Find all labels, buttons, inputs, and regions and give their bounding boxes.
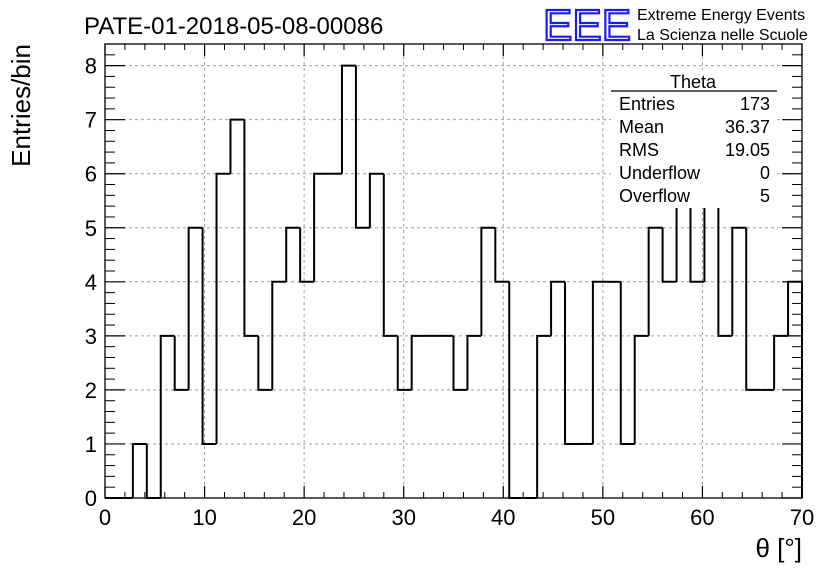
histogram-bin	[396, 335, 412, 391]
histogram-bin	[731, 226, 747, 336]
histogram-bin	[647, 226, 663, 336]
x-tick-label: 40	[491, 505, 515, 530]
histogram-bin	[229, 118, 245, 174]
y-axis-label: Entries/bin	[6, 44, 36, 167]
histogram-bin	[773, 334, 789, 390]
x-tick-label: 70	[790, 505, 814, 530]
histogram-bin	[745, 227, 761, 391]
histogram-bin	[494, 227, 510, 283]
histogram-bin	[187, 226, 203, 390]
histogram-bin	[299, 227, 315, 283]
histogram-bin	[717, 173, 733, 337]
histogram-bin	[271, 280, 287, 390]
histogram-bin	[354, 65, 370, 229]
stats-row-value: 0	[760, 163, 770, 183]
y-tick-label: 2	[85, 378, 97, 403]
y-tick-label: 8	[85, 54, 97, 79]
histogram-bin	[536, 334, 552, 498]
histogram-bin	[215, 172, 231, 444]
x-tick-label: 60	[690, 505, 714, 530]
stats-row-label: RMS	[619, 140, 659, 160]
histogram-bin	[466, 334, 482, 390]
x-tick-label: 30	[391, 505, 415, 530]
histogram-bin	[340, 64, 356, 174]
stats-row-label: Entries	[619, 94, 675, 114]
histogram-bin	[257, 335, 273, 391]
x-tick-label: 0	[99, 505, 111, 530]
histogram-bin	[173, 335, 189, 391]
stats-row-value: 36.37	[725, 117, 770, 137]
stats-row-label: Mean	[619, 117, 664, 137]
histogram-bin	[368, 172, 384, 228]
y-tick-label: 4	[85, 270, 97, 295]
stats-box-background	[611, 70, 777, 208]
stats-box: Theta Entries 173 Mean 36.37 RMS 19.05 Underfl…	[611, 70, 777, 208]
stats-row-label: Overflow	[619, 186, 691, 206]
y-tick-label: 0	[85, 486, 97, 511]
histogram-bin	[633, 334, 649, 444]
stats-row-value: 19.05	[725, 140, 770, 160]
y-tick-label: 7	[85, 108, 97, 133]
histogram-bin	[131, 442, 147, 498]
logo-line-2: La Scienza nelle Scuole	[637, 27, 808, 44]
histogram-bin	[619, 281, 635, 445]
logo-mark: EEE	[543, 1, 631, 50]
histogram-bin	[480, 226, 496, 336]
histogram-bin	[410, 334, 426, 390]
x-tick-label: 10	[192, 505, 216, 530]
histogram-bin	[243, 119, 259, 337]
histogram-bin	[564, 281, 579, 445]
histogram-bin	[159, 334, 175, 498]
stats-row-label: Underflow	[619, 163, 701, 183]
stats-row-value: 173	[740, 94, 770, 114]
x-axis-label: θ [°]	[755, 533, 802, 563]
logo-line-1: Extreme Energy Events	[637, 7, 805, 24]
x-tick-label: 20	[292, 505, 316, 530]
histogram-bin	[145, 443, 161, 499]
histogram-bin	[591, 280, 607, 444]
x-tick-label: 50	[591, 505, 615, 530]
y-tick-label: 6	[85, 162, 97, 187]
y-tick-label: 3	[85, 324, 97, 349]
stats-box-title: Theta	[670, 72, 717, 92]
stats-box-rows: Entries 173 Mean 36.37 RMS 19.05 Underflow 0 Ove…	[619, 94, 770, 206]
y-tick-label: 1	[85, 432, 97, 457]
histogram-bin	[661, 227, 677, 283]
histogram-bin	[452, 335, 468, 391]
histogram-bin	[382, 173, 398, 337]
chart-title: PATE-01-2018-05-08-00086	[84, 13, 383, 40]
y-tick-label: 5	[85, 216, 97, 241]
histogram-bin	[550, 280, 566, 336]
histogram-bin	[285, 226, 301, 282]
histogram-bin	[201, 227, 217, 445]
stats-row-value: 5	[760, 186, 770, 206]
histogram-bin	[313, 172, 329, 282]
eee-logo: EEE Extreme Energy Events La Scienza nel…	[542, 0, 808, 51]
